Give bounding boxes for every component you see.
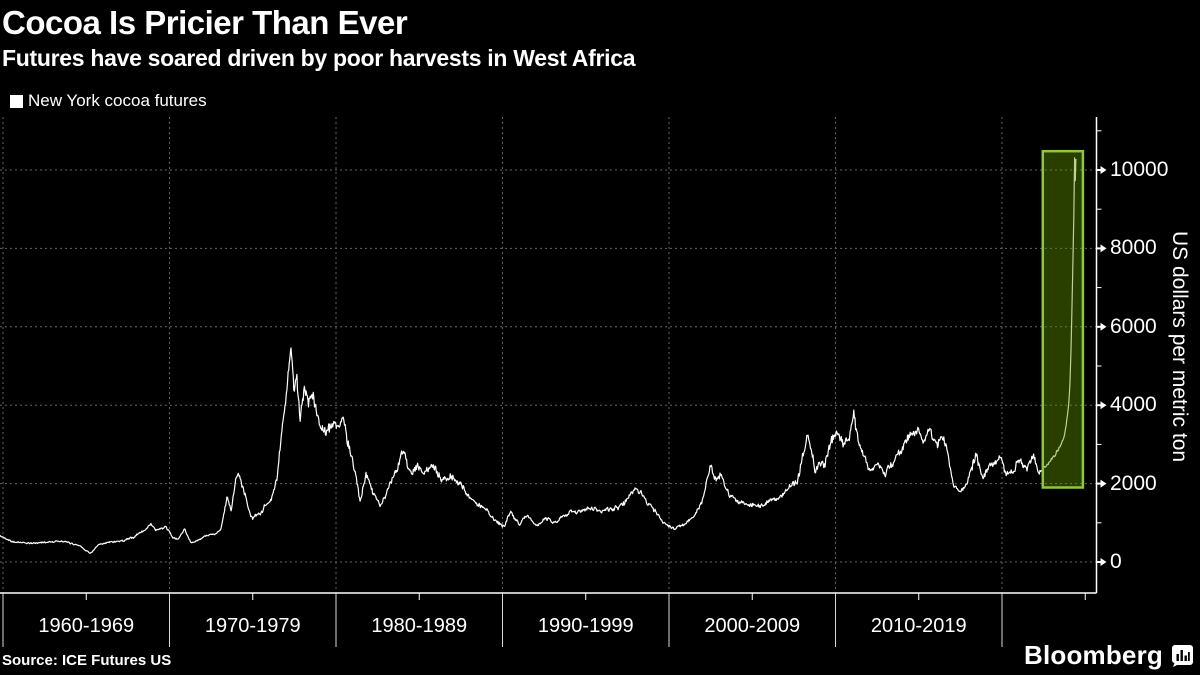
y-tick-arrow	[1100, 244, 1107, 253]
y-tick-label: 0	[1110, 550, 1122, 573]
page-title: Cocoa Is Pricier Than Ever	[2, 4, 408, 41]
x-tick-label: 1980-1989	[371, 615, 468, 637]
x-tick-label: 2010-2019	[870, 615, 967, 637]
price-line	[0, 157, 1077, 554]
x-tick-label: 1970-1979	[204, 615, 301, 637]
y-tick-arrow	[1100, 166, 1107, 174]
y-tick-label: 4000	[1110, 393, 1157, 417]
y-tick-label: 10000	[1110, 158, 1169, 181]
y-tick-arrow	[1100, 558, 1107, 566]
page-subtitle: Futures have soared driven by poor harve…	[2, 45, 636, 71]
y-tick-label: 2000	[1110, 471, 1157, 495]
y-tick-arrow	[1100, 401, 1107, 410]
bloomberg-wordmark: Bloomberg	[1023, 640, 1163, 670]
y-tick-arrow	[1100, 479, 1107, 488]
y-tick-arrow	[1100, 322, 1107, 331]
y-tick-label: 6000	[1110, 314, 1157, 338]
legend-swatch-icon	[10, 94, 23, 108]
highlight-box	[1041, 149, 1085, 489]
legend: New York cocoa futures	[10, 91, 207, 111]
x-tick-label: 1960-1969	[38, 615, 135, 637]
legend-label: New York cocoa futures	[28, 91, 207, 110]
source-note: Source: ICE Futures US	[2, 652, 172, 669]
x-tick-label: 2000-2009	[704, 615, 801, 637]
y-axis-title: US dollars per metric ton	[1168, 231, 1191, 463]
bloomberg-logo: Bloomberg	[1024, 640, 1194, 671]
y-tick-label: 8000	[1110, 236, 1157, 260]
bar-chart-bubble-icon	[1171, 645, 1193, 667]
x-tick-label: 1990-1999	[537, 615, 634, 637]
